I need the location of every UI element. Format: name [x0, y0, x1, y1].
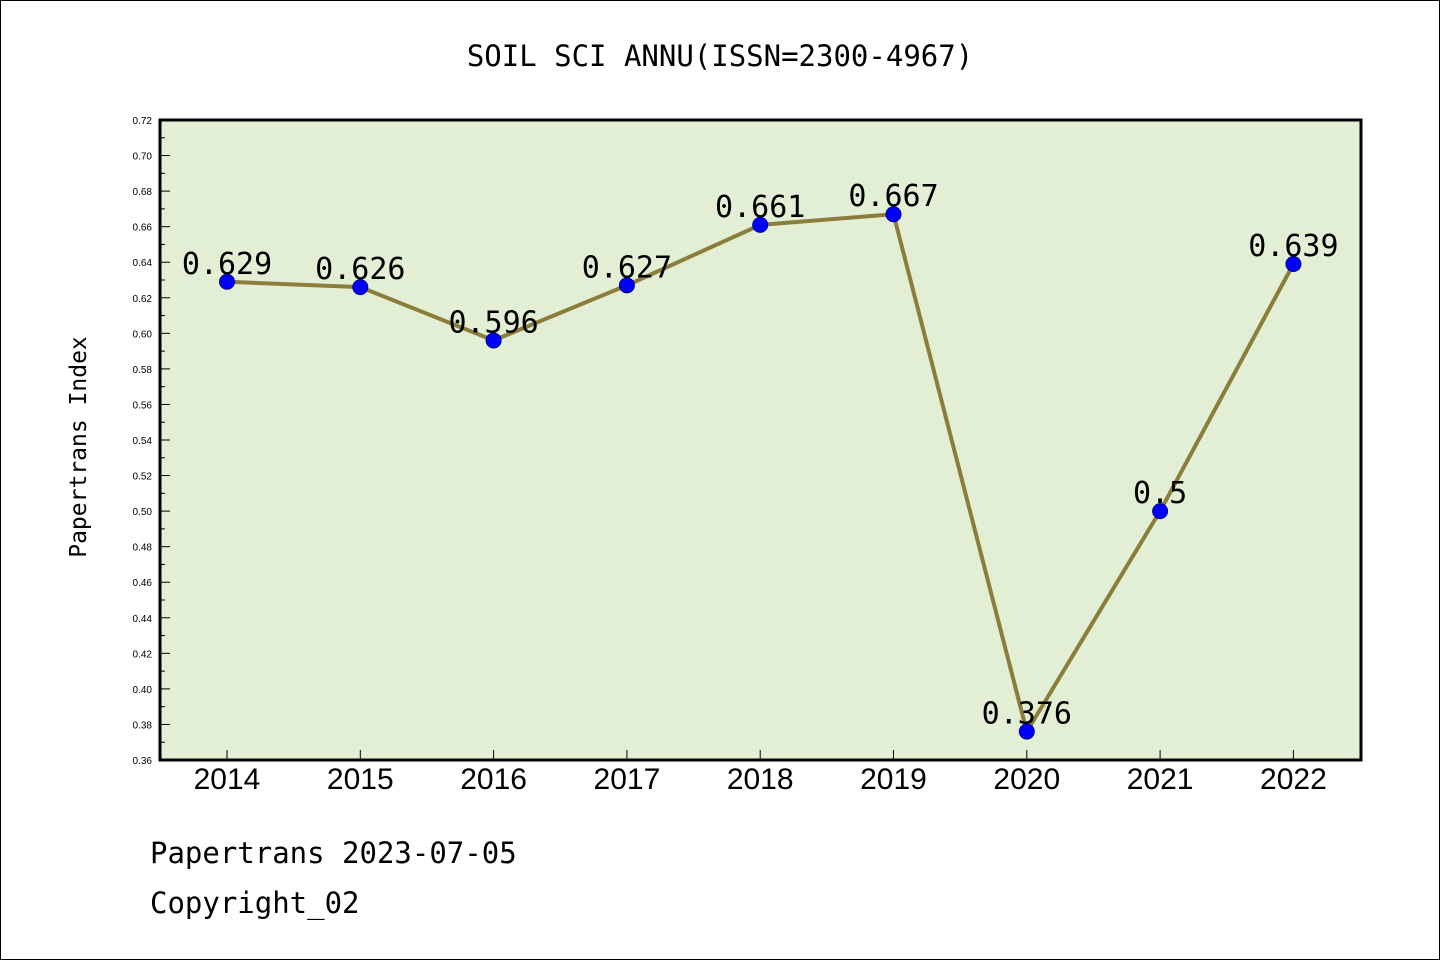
y-tick-label: 0.52 — [133, 472, 153, 483]
y-tick-label: 0.68 — [133, 187, 153, 198]
data-point — [1152, 503, 1169, 520]
y-tick-label: 0.54 — [133, 436, 153, 447]
x-axis: 2014 2015 2016 2017 2018 2019 2020 2021 2022 — [194, 750, 1327, 796]
x-tick-label: 2014 — [194, 763, 261, 796]
y-tick-label: 0.44 — [133, 614, 153, 625]
data-label: 0.596 — [448, 305, 538, 340]
y-tick-label: 0.38 — [133, 720, 153, 731]
data-point — [885, 206, 902, 223]
x-tick-label: 2018 — [727, 763, 794, 796]
y-tick-label: 0.36 — [133, 756, 153, 767]
data-point — [352, 279, 369, 296]
data-label: 0.376 — [982, 697, 1072, 732]
y-axis-label: Papertrans Index — [66, 336, 92, 558]
chart-title: SOIL SCI ANNU(ISSN=2300-4967) — [467, 39, 973, 73]
y-tick-label: 0.42 — [133, 649, 153, 660]
y-tick-label: 0.46 — [133, 578, 153, 589]
data-markers — [219, 206, 1302, 740]
data-label: 0.661 — [715, 190, 805, 225]
y-tick-label: 0.56 — [133, 400, 153, 411]
y-tick-label: 0.58 — [133, 365, 153, 376]
data-point — [1285, 256, 1302, 272]
data-labels: 0.629 0.626 0.596 0.627 0.661 0.667 0.376 0.5 0.… — [182, 179, 1339, 731]
x-tick-label: 2019 — [860, 763, 927, 796]
y-tick-label: 0.40 — [133, 685, 153, 696]
y-axis: 0.36 0.38 0.40 0.42 0.44 0.46 0.48 0.50 0.52 0.54… — [133, 116, 170, 767]
x-tick-label: 2020 — [993, 763, 1060, 796]
x-tick-label: 2017 — [594, 763, 661, 796]
footer-date: Papertrans 2023-07-05 — [150, 836, 517, 870]
y-tick-label: 0.72 — [133, 116, 153, 127]
data-label: 0.639 — [1248, 229, 1338, 264]
footer-copyright: Copyright_02 — [150, 886, 360, 920]
y-tick-label: 0.50 — [133, 507, 153, 518]
data-point — [752, 216, 769, 233]
y-tick-label: 0.62 — [133, 294, 153, 305]
x-tick-label: 2022 — [1260, 763, 1327, 796]
data-point — [1018, 723, 1035, 740]
x-tick-label: 2015 — [327, 763, 394, 796]
y-tick-label: 0.64 — [133, 258, 153, 269]
y-tick-label: 0.70 — [133, 152, 153, 163]
data-point — [618, 277, 635, 294]
data-point — [485, 332, 502, 349]
data-label: 0.626 — [315, 252, 405, 287]
y-minor-ticks — [160, 137, 165, 743]
data-label: 0.667 — [848, 179, 938, 214]
data-label: 0.5 — [1133, 476, 1187, 511]
x-tick-label: 2021 — [1127, 763, 1194, 796]
data-label: 0.627 — [582, 250, 672, 285]
data-point — [219, 273, 235, 290]
data-label: 0.629 — [182, 247, 272, 282]
y-tick-label: 0.48 — [133, 543, 153, 554]
x-tick-label: 2016 — [460, 763, 527, 796]
y-tick-label: 0.60 — [133, 329, 153, 340]
y-tick-label: 0.66 — [133, 223, 153, 234]
